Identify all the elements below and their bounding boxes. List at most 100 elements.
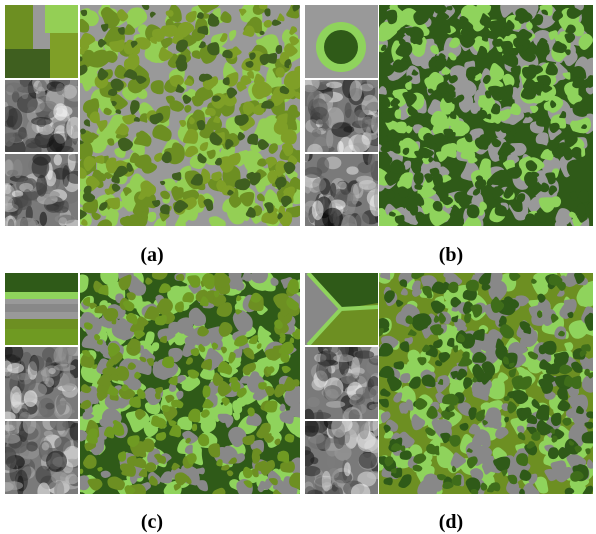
camo-blob — [80, 274, 89, 293]
camo-blob — [171, 399, 184, 409]
noise-blob — [48, 133, 65, 152]
noise-blob — [51, 471, 68, 484]
camo-blob — [424, 173, 434, 183]
camo-blob — [500, 26, 512, 37]
camo-blob — [117, 26, 125, 35]
camo-blob — [138, 191, 147, 200]
camo-blob — [134, 75, 147, 84]
camo-blob — [502, 356, 510, 365]
noise-blob — [5, 451, 17, 471]
camo-blob — [165, 95, 175, 104]
camo-blob — [390, 100, 398, 107]
camo-blob — [587, 372, 593, 379]
camo-blob — [188, 307, 207, 327]
camo-blob — [505, 54, 517, 68]
camo-blob — [397, 431, 415, 449]
camo-blob — [519, 321, 530, 331]
noise-blob — [38, 397, 55, 418]
camo-blob — [222, 414, 234, 428]
camo-blob — [182, 292, 195, 303]
camo-blob — [130, 40, 138, 48]
camo-blob — [507, 166, 522, 179]
camo-blob — [564, 342, 574, 352]
camo-blob — [520, 85, 537, 100]
camo-blob — [440, 24, 451, 34]
noise-blob — [333, 354, 355, 363]
camo-blob — [242, 25, 255, 37]
noise-blob — [305, 446, 311, 456]
noise-blob — [305, 166, 323, 179]
camo-blob — [550, 100, 557, 109]
camo-blob — [289, 36, 300, 46]
camo-blob — [438, 351, 451, 363]
camo-blob — [171, 185, 183, 202]
camo-blob — [157, 422, 167, 429]
camo-blob — [242, 466, 253, 479]
noise-blob — [54, 214, 75, 224]
camo-blob — [438, 312, 446, 324]
camo-blob — [119, 216, 130, 226]
camo-blob — [508, 362, 515, 368]
camo-blob — [80, 128, 87, 135]
camo-blob — [576, 405, 584, 415]
camo-blob — [81, 350, 91, 358]
camo-blob — [96, 390, 108, 402]
camo-blob — [516, 453, 529, 467]
camo-blob — [411, 69, 419, 76]
camo-blob — [207, 42, 220, 56]
camo-blob — [440, 174, 452, 183]
camo-blob — [411, 162, 422, 174]
camo-blob — [414, 184, 423, 190]
camo-blob — [133, 130, 152, 147]
camo-blob — [189, 116, 195, 125]
camo-blob — [219, 33, 228, 43]
camo-blob — [232, 412, 241, 421]
noise-blob — [305, 486, 315, 494]
camo-blob — [250, 273, 269, 284]
camo-blob — [451, 465, 457, 473]
camo-blob — [451, 315, 459, 323]
noise-blob — [367, 154, 376, 173]
camo-blob — [263, 433, 272, 442]
camo-blob — [187, 369, 200, 379]
camo-blob — [265, 366, 275, 375]
camo-blob — [103, 107, 112, 116]
noise-blob — [62, 165, 70, 187]
camo-blob — [160, 24, 178, 37]
camouflage-pattern-b — [379, 5, 593, 226]
camo-blob — [135, 37, 151, 50]
camouflage-pattern-a — [80, 5, 300, 226]
camo-blob — [492, 289, 503, 299]
camo-blob — [175, 374, 187, 384]
camo-blob — [388, 129, 401, 139]
camo-blob — [107, 342, 121, 357]
noise-blob — [311, 378, 326, 391]
camo-blob — [526, 357, 545, 374]
camo-blob — [566, 7, 583, 19]
camo-blob — [570, 471, 584, 482]
camo-blob — [538, 197, 555, 213]
camo-blob — [407, 329, 417, 337]
camo-blob — [464, 313, 472, 324]
camo-blob — [232, 309, 253, 333]
noise-blob — [11, 195, 32, 211]
camo-blob — [197, 433, 210, 447]
camo-blob — [259, 5, 268, 10]
camo-blob — [503, 395, 510, 402]
camo-blob — [100, 23, 109, 32]
camo-blob — [481, 361, 496, 378]
camo-blob — [574, 445, 582, 453]
camo-blob — [489, 62, 505, 81]
camo-blob — [466, 448, 473, 453]
camo-blob — [494, 205, 508, 217]
camo-blob — [268, 143, 278, 154]
camo-blob — [289, 472, 300, 490]
camo-blob — [185, 357, 194, 365]
camo-blob — [291, 379, 300, 387]
noise-blob — [308, 434, 330, 450]
camo-blob — [557, 399, 571, 412]
camo-blob — [426, 443, 436, 455]
camo-blob — [478, 95, 496, 109]
camo-blob — [475, 409, 486, 422]
camo-blob — [173, 483, 181, 491]
